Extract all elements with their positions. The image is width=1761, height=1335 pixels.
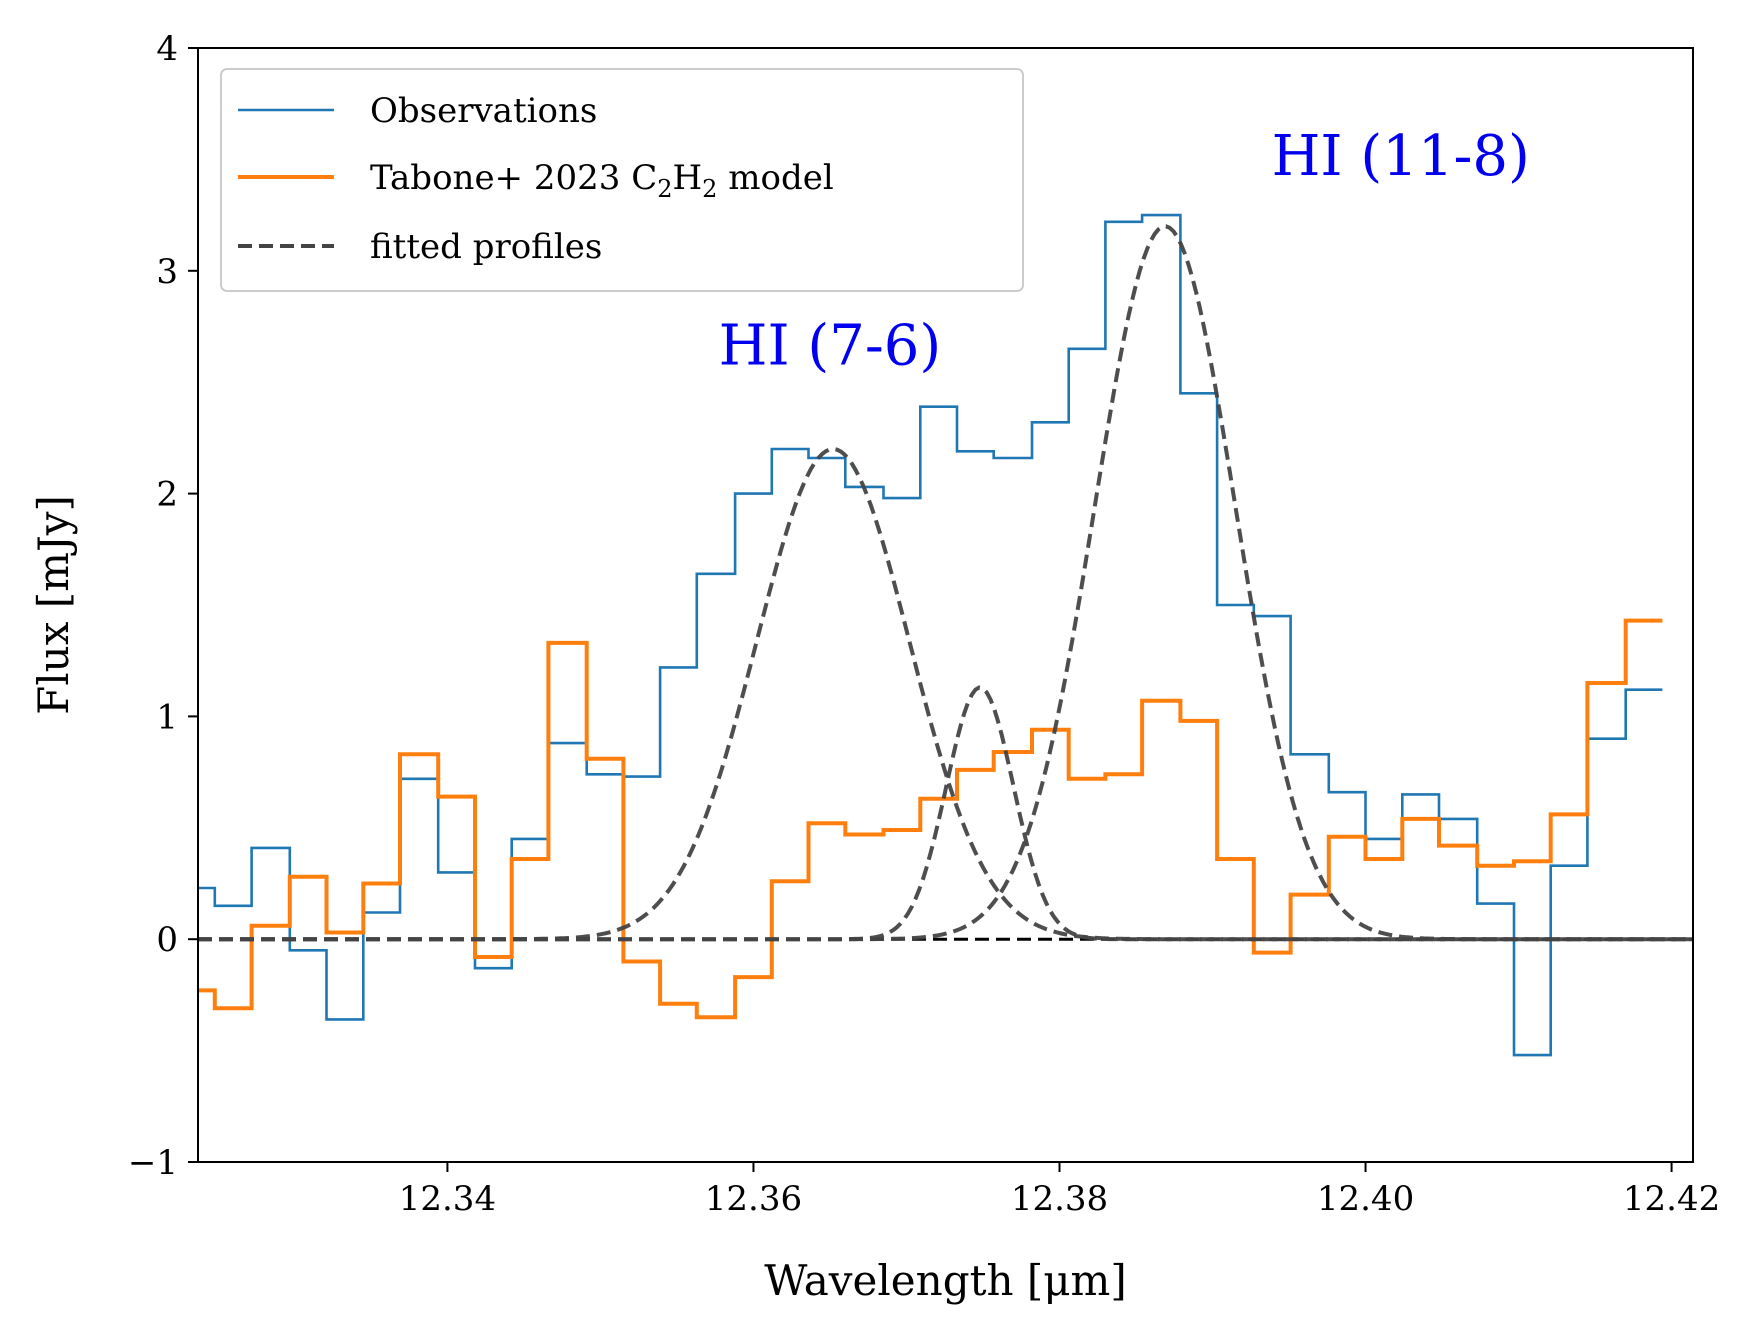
fitted-profile-1 [198,446,1693,942]
series-c2h2-model [198,618,1663,1020]
y-tick-label: 0 [156,920,178,960]
legend-model-text-b: H [673,158,703,198]
y-axis-label: Flux [mJy] [29,495,78,715]
x-tick-label: 12.42 [1623,1179,1720,1219]
legend-model-sub-2: 2 [702,175,717,203]
x-tick-label: 12.40 [1317,1179,1414,1219]
x-axis-label: Wavelength [μm] [764,1256,1127,1305]
fitted-profile-3 [198,224,1693,942]
fitted-profile-2 [198,685,1693,942]
legend-label-model: Tabone+ 2023 C2H2 model [370,158,834,203]
legend: Observations Tabone+ 2023 C2H2 model fit… [220,68,1024,292]
x-tick-label: 12.36 [705,1179,802,1219]
y-tick-label: 3 [156,252,178,292]
legend-box [220,68,1024,292]
legend-model-text-a: Tabone+ 2023 C [370,158,657,198]
y-tick-label: 4 [156,29,178,69]
plot-content [198,213,1693,1057]
axes-frame [197,47,1694,1163]
legend-model-sub-1: 2 [657,175,672,203]
legend-label-observations: Observations [370,91,597,131]
legend-label-fitted: fitted profiles [370,227,602,267]
x-tick-label: 12.34 [399,1179,496,1219]
y-tick-label: 2 [156,475,178,515]
y-tick-label: 1 [156,697,178,737]
plot-area: HI (7-6) HI (11-8) [198,124,1693,1057]
annotation-1: HI (7-6) [719,313,942,378]
axes: 12.34 12.36 12.38 12.40 12.42 −1 0 1 2 3 4 Waveleng… [29,29,1720,1305]
annotation-2: HI (11-8) [1272,124,1530,189]
legend-model-text-c: model [717,158,833,198]
x-tick-label: 12.38 [1011,1179,1108,1219]
y-tick-label: −1 [128,1143,178,1183]
